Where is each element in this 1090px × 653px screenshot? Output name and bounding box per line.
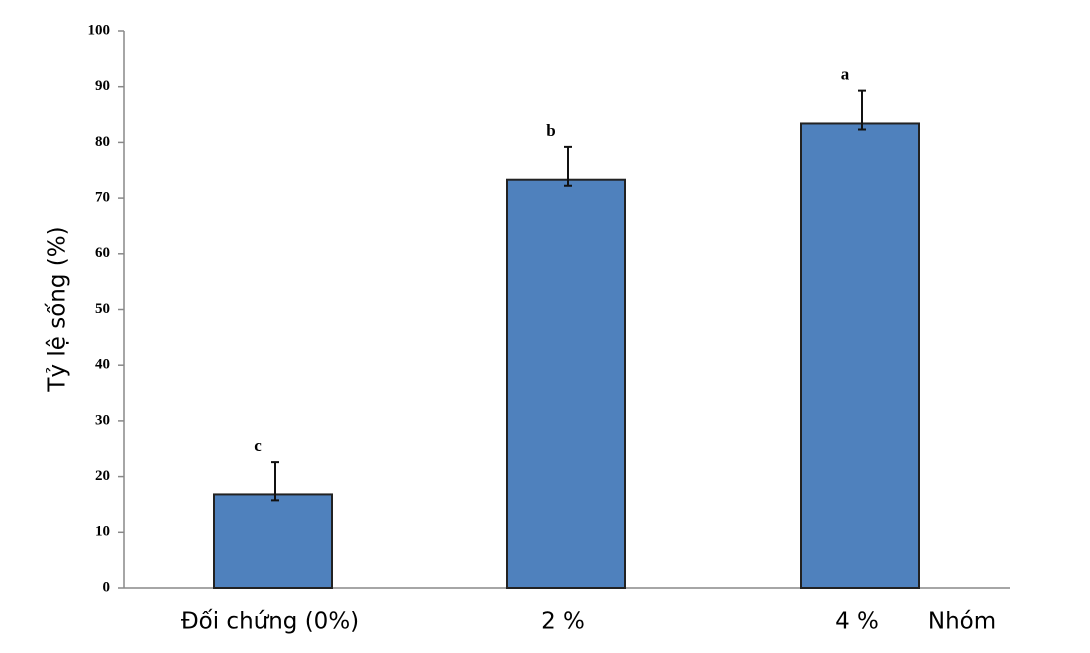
y-tick-label: 20 xyxy=(95,468,110,484)
y-tick-label: 90 xyxy=(95,78,110,94)
y-tick-label: 40 xyxy=(95,357,110,373)
bar xyxy=(800,122,920,589)
error-bar xyxy=(564,145,572,187)
y-tick-label: 60 xyxy=(95,245,110,261)
y-tick-label: 0 xyxy=(103,579,111,595)
y-tick-label: 50 xyxy=(95,301,110,317)
x-axis-label: Nhóm xyxy=(928,609,996,635)
error-bar xyxy=(858,89,866,131)
significance-letter: b xyxy=(546,121,555,140)
x-tick-label: Đối chứng (0%) xyxy=(181,609,359,635)
x-tick-label: 2 % xyxy=(541,609,585,635)
y-tick-label: 70 xyxy=(95,190,110,206)
y-tick-label: 80 xyxy=(95,134,110,150)
y-axis-label: Tỷ lệ sống (%) xyxy=(45,226,71,392)
bar xyxy=(213,493,333,590)
y-tick-label: 10 xyxy=(95,524,110,540)
significance-letter: c xyxy=(254,436,262,455)
bar xyxy=(506,178,626,589)
x-tick-label: 4 % xyxy=(835,609,879,635)
y-tick-label: 30 xyxy=(95,412,110,428)
significance-letter: a xyxy=(841,65,850,84)
y-tick-label: 100 xyxy=(88,22,111,38)
error-bar xyxy=(271,461,279,502)
